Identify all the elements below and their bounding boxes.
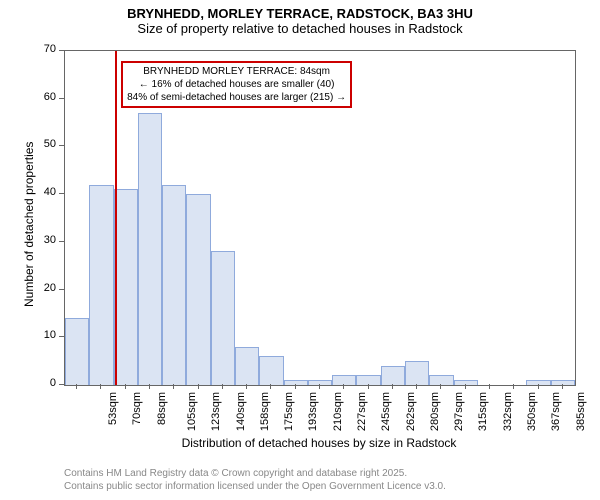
histogram-bar xyxy=(551,380,575,385)
x-tick-mark xyxy=(270,384,271,389)
x-tick-mark xyxy=(295,384,296,389)
histogram-bar xyxy=(284,380,308,385)
x-tick-mark xyxy=(538,384,539,389)
x-tick-mark xyxy=(440,384,441,389)
histogram-bar xyxy=(65,318,89,385)
x-tick-label: 297sqm xyxy=(453,392,465,431)
histogram-bar xyxy=(356,375,380,385)
x-tick-label: 385sqm xyxy=(575,392,587,431)
x-tick-mark xyxy=(513,384,514,389)
y-tick-mark xyxy=(59,336,64,337)
histogram-bar xyxy=(235,347,259,385)
y-axis-label: Number of detached properties xyxy=(22,142,36,307)
x-tick-mark xyxy=(149,384,150,389)
histogram-bar xyxy=(405,361,429,385)
x-tick-mark xyxy=(562,384,563,389)
x-tick-label: 70sqm xyxy=(131,392,143,425)
y-tick-label: 20 xyxy=(44,282,56,294)
histogram-bar xyxy=(259,356,283,385)
histogram-bar xyxy=(162,185,186,385)
x-tick-label: 158sqm xyxy=(259,392,271,431)
x-tick-label: 332sqm xyxy=(502,392,514,431)
x-tick-mark xyxy=(489,384,490,389)
y-tick-mark xyxy=(59,50,64,51)
x-tick-mark xyxy=(343,384,344,389)
x-tick-label: 315sqm xyxy=(478,392,490,431)
x-axis-label: Distribution of detached houses by size … xyxy=(64,436,574,450)
x-tick-label: 367sqm xyxy=(550,392,562,431)
x-tick-mark xyxy=(246,384,247,389)
x-tick-mark xyxy=(198,384,199,389)
x-tick-mark xyxy=(173,384,174,389)
x-tick-label: 105sqm xyxy=(186,392,198,431)
x-tick-label: 53sqm xyxy=(107,392,119,425)
x-tick-label: 140sqm xyxy=(235,392,247,431)
x-tick-mark xyxy=(416,384,417,389)
x-tick-label: 245sqm xyxy=(380,392,392,431)
x-tick-label: 88sqm xyxy=(156,392,168,425)
x-tick-mark xyxy=(222,384,223,389)
y-tick-label: 30 xyxy=(44,234,56,246)
y-tick-label: 40 xyxy=(44,186,56,198)
x-tick-label: 350sqm xyxy=(526,392,538,431)
histogram-bar xyxy=(454,380,478,385)
x-tick-mark xyxy=(125,384,126,389)
y-tick-label: 50 xyxy=(44,138,56,150)
histogram-bar xyxy=(138,113,162,385)
x-tick-mark xyxy=(76,384,77,389)
chart-title-2: Size of property relative to detached ho… xyxy=(0,21,600,36)
y-tick-mark xyxy=(59,98,64,99)
x-tick-label: 280sqm xyxy=(429,392,441,431)
histogram-bar xyxy=(332,375,356,385)
x-tick-label: 227sqm xyxy=(356,392,368,431)
x-tick-mark xyxy=(392,384,393,389)
reference-line xyxy=(115,51,117,385)
x-tick-label: 123sqm xyxy=(210,392,222,431)
chart-title-1: BRYNHEDD, MORLEY TERRACE, RADSTOCK, BA3 … xyxy=(0,0,600,21)
x-tick-mark xyxy=(100,384,101,389)
y-tick-mark xyxy=(59,145,64,146)
x-tick-mark xyxy=(319,384,320,389)
x-tick-label: 193sqm xyxy=(308,392,320,431)
x-tick-label: 210sqm xyxy=(332,392,344,431)
y-tick-mark xyxy=(59,193,64,194)
y-tick-label: 0 xyxy=(50,377,56,389)
y-tick-mark xyxy=(59,289,64,290)
annotation-box: BRYNHEDD MORLEY TERRACE: 84sqm← 16% of d… xyxy=(121,61,352,108)
footer-line-2: Contains public sector information licen… xyxy=(64,481,446,492)
histogram-bar xyxy=(89,185,113,385)
annotation-line: 84% of semi-detached houses are larger (… xyxy=(127,91,346,104)
footer-line-1: Contains HM Land Registry data © Crown c… xyxy=(64,468,407,479)
annotation-line: ← 16% of detached houses are smaller (40… xyxy=(127,78,346,91)
y-tick-label: 10 xyxy=(44,329,56,341)
histogram-bar xyxy=(429,375,453,385)
x-tick-label: 262sqm xyxy=(405,392,417,431)
histogram-bar xyxy=(381,366,405,385)
x-tick-label: 175sqm xyxy=(283,392,295,431)
x-tick-mark xyxy=(368,384,369,389)
y-tick-label: 70 xyxy=(44,43,56,55)
histogram-bar xyxy=(186,194,210,385)
y-tick-mark xyxy=(59,241,64,242)
x-tick-mark xyxy=(465,384,466,389)
y-tick-label: 60 xyxy=(44,91,56,103)
annotation-line: BRYNHEDD MORLEY TERRACE: 84sqm xyxy=(127,65,346,78)
histogram-bar xyxy=(211,251,235,385)
chart-plot-area: BRYNHEDD MORLEY TERRACE: 84sqm← 16% of d… xyxy=(64,50,576,386)
histogram-bar xyxy=(526,380,550,385)
y-tick-mark xyxy=(59,384,64,385)
